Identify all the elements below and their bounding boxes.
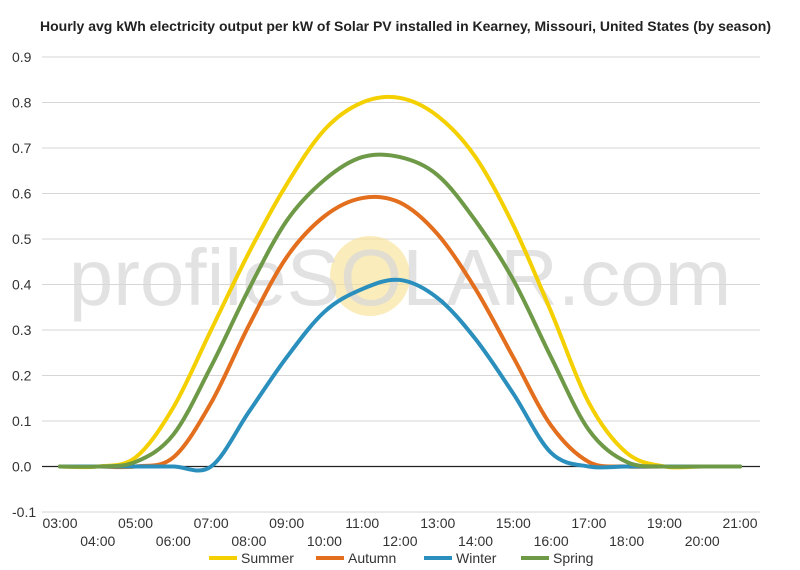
y-tick-label: 0.0 xyxy=(12,459,32,475)
y-axis-ticks: -0.1 0.0 0.1 0.2 0.3 0.4 0.5 0.6 0.7 0.8 0.9 xyxy=(12,49,36,520)
x-axis-ticks: 03:0004:0005:0006:0007:0008:0009:0010:00… xyxy=(42,515,757,549)
legend-label-winter: Winter xyxy=(456,550,497,566)
x-tick-label: 07:00 xyxy=(194,515,229,531)
y-tick-label: 0.8 xyxy=(12,95,32,111)
y-tick-label: 0.6 xyxy=(12,186,32,202)
x-tick-label: 11:00 xyxy=(345,515,379,531)
x-tick-label: 05:00 xyxy=(118,515,153,531)
legend-label-spring: Spring xyxy=(553,550,593,566)
x-tick-label: 20:00 xyxy=(685,533,720,549)
x-tick-label: 09:00 xyxy=(269,515,304,531)
series-line-winter xyxy=(58,277,742,473)
x-tick-label: 17:00 xyxy=(571,515,606,531)
y-tick-label: 0.5 xyxy=(12,231,32,247)
y-tick-label: 0.2 xyxy=(12,368,32,384)
x-tick-label: 16:00 xyxy=(534,533,569,549)
x-tick-label: 04:00 xyxy=(80,533,115,549)
legend-label-summer: Summer xyxy=(241,550,294,566)
y-tick-label: 0.1 xyxy=(12,413,32,429)
x-tick-label: 18:00 xyxy=(609,533,644,549)
x-tick-label: 14:00 xyxy=(458,533,493,549)
series-lines xyxy=(58,94,742,473)
x-tick-label: 08:00 xyxy=(231,533,266,549)
x-tick-label: 03:00 xyxy=(42,515,77,531)
x-tick-label: 19:00 xyxy=(647,515,682,531)
x-tick-label: 12:00 xyxy=(382,533,417,549)
y-tick-label: 0.4 xyxy=(12,277,32,293)
legend: Summer Autumn Winter Spring xyxy=(209,550,593,566)
x-tick-label: 06:00 xyxy=(156,533,191,549)
watermark-text: profileSOLAR.com xyxy=(69,233,731,322)
y-tick-label: 0.7 xyxy=(12,140,32,156)
y-tick-label: 0.3 xyxy=(12,322,32,338)
x-tick-label: 10:00 xyxy=(307,533,342,549)
watermark: profileSOLAR.com xyxy=(69,233,731,322)
gridlines xyxy=(42,56,760,513)
x-tick-label: 15:00 xyxy=(496,515,531,531)
x-tick-label: 21:00 xyxy=(722,515,757,531)
legend-label-autumn: Autumn xyxy=(348,550,396,566)
series-line-spring xyxy=(58,152,742,469)
y-tick-label: -0.1 xyxy=(12,504,36,520)
series-line-summer xyxy=(58,94,742,470)
x-tick-label: 13:00 xyxy=(420,515,455,531)
y-tick-label: 0.9 xyxy=(12,49,32,65)
chart-title: Hourly avg kWh electricity output per kW… xyxy=(40,18,772,34)
